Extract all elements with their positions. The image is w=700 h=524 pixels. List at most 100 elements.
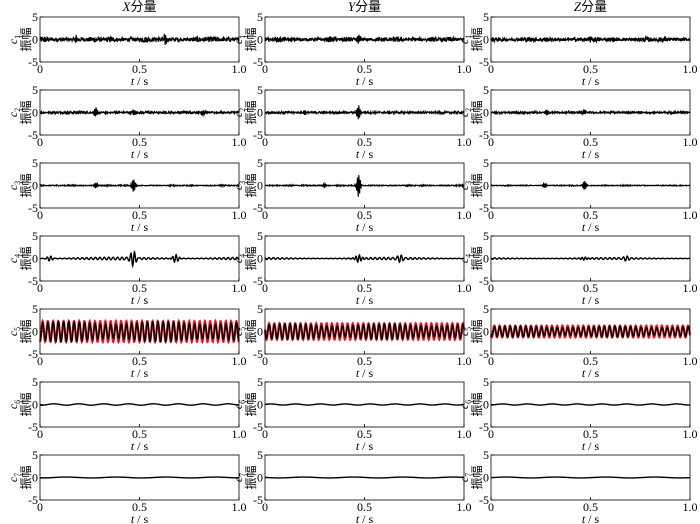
y-tick-label: -5: [479, 274, 489, 288]
y-tick-label: -5: [253, 55, 263, 69]
x-axis-label: t / s: [582, 366, 600, 380]
y-tick-label: -5: [479, 201, 489, 215]
x-axis-label: t / s: [356, 147, 374, 161]
x-tick-label: 0: [262, 354, 268, 368]
x-tick-label: 0.5: [132, 208, 147, 222]
column-title-0: X分量: [122, 0, 157, 14]
y-axis-label: c4振幅: [6, 246, 33, 270]
x-tick-label: 0.5: [132, 500, 147, 514]
x-tick-label: 1.0: [232, 135, 247, 149]
y-tick-label: 0: [483, 471, 489, 485]
x-tick-label: 1.0: [232, 427, 247, 441]
x-axis-label: t / s: [131, 512, 149, 524]
x-tick-label: 0.5: [583, 208, 598, 222]
x-tick-label: 0: [488, 427, 494, 441]
signal-series-line: [490, 108, 691, 117]
y-tick-label: -5: [253, 420, 263, 434]
y-tick-label: 5: [483, 229, 489, 243]
y-tick-label: -5: [28, 274, 38, 288]
x-tick-label: 0.5: [583, 135, 598, 149]
signal-series-line: [39, 250, 240, 269]
x-tick-label: 1.0: [457, 500, 472, 514]
x-tick-label: 0: [488, 354, 494, 368]
y-tick-label: -5: [479, 128, 489, 142]
signal-series-line: [40, 476, 239, 479]
y-tick-label: -5: [28, 55, 38, 69]
x-tick-label: 1.0: [683, 500, 698, 514]
x-tick-label: 1.0: [232, 208, 247, 222]
x-tick-label: 0: [488, 281, 494, 295]
x-tick-label: 1.0: [683, 281, 698, 295]
y-tick-label: 0: [257, 398, 263, 412]
x-axis-label: t / s: [131, 293, 149, 307]
x-tick-label: 0: [37, 281, 43, 295]
y-axis-label: c4振幅: [231, 246, 258, 270]
y-tick-label: 0: [257, 106, 263, 120]
y-tick-label: 0: [257, 252, 263, 266]
signal-series-line: [39, 320, 240, 343]
signal-series-line: [264, 322, 465, 341]
x-tick-label: 1.0: [683, 62, 698, 76]
y-tick-label: -5: [253, 347, 263, 361]
y-tick-label: 5: [257, 156, 263, 170]
x-tick-label: 1.0: [683, 135, 698, 149]
y-tick-label: 0: [32, 33, 38, 47]
y-tick-label: 5: [32, 375, 38, 389]
y-axis-label: c7振幅: [231, 465, 258, 489]
y-tick-label: 0: [32, 398, 38, 412]
signal-series-line: [490, 403, 690, 406]
y-tick-label: 0: [32, 106, 38, 120]
y-tick-label: 0: [257, 179, 263, 193]
y-tick-label: 0: [32, 252, 38, 266]
y-tick-label: 0: [32, 471, 38, 485]
y-tick-label: 5: [32, 448, 38, 462]
x-axis-label: t / s: [356, 220, 374, 234]
x-tick-label: 1.0: [457, 62, 472, 76]
x-tick-label: 0: [262, 208, 268, 222]
signal-series-line: [264, 105, 465, 120]
x-tick-label: 0.5: [132, 135, 147, 149]
y-tick-label: -5: [479, 55, 489, 69]
y-tick-label: -5: [253, 128, 263, 142]
y-tick-label: 5: [483, 156, 489, 170]
signal-series-line: [490, 34, 691, 44]
x-axis-label: t / s: [582, 147, 600, 161]
y-tick-label: 5: [257, 229, 263, 243]
x-tick-label: 1.0: [457, 208, 472, 222]
y-tick-label: 5: [32, 156, 38, 170]
x-tick-label: 0.5: [583, 281, 598, 295]
y-axis-label: c3振幅: [6, 173, 33, 197]
column-title-1: Y分量: [348, 0, 381, 14]
x-tick-label: 0.5: [357, 281, 372, 295]
y-tick-label: -5: [479, 347, 489, 361]
signal-series-line: [264, 175, 465, 197]
y-tick-label: 0: [483, 252, 489, 266]
x-tick-label: 0: [37, 354, 43, 368]
x-tick-label: 1.0: [457, 281, 472, 295]
x-tick-label: 0.5: [357, 62, 372, 76]
x-tick-label: 0.5: [132, 281, 147, 295]
y-tick-label: 5: [32, 83, 38, 97]
x-tick-label: 0: [37, 208, 43, 222]
x-tick-label: 1.0: [683, 354, 698, 368]
y-tick-label: 5: [257, 83, 263, 97]
y-tick-label: 5: [483, 375, 489, 389]
x-tick-label: 0.5: [583, 354, 598, 368]
x-tick-label: 0.5: [357, 427, 372, 441]
x-axis-label: t / s: [131, 439, 149, 453]
x-tick-label: 0.5: [583, 427, 598, 441]
y-tick-label: 5: [483, 10, 489, 24]
x-axis-label: t / s: [131, 366, 149, 380]
y-tick-label: 0: [483, 33, 489, 47]
x-tick-label: 0.5: [357, 354, 372, 368]
